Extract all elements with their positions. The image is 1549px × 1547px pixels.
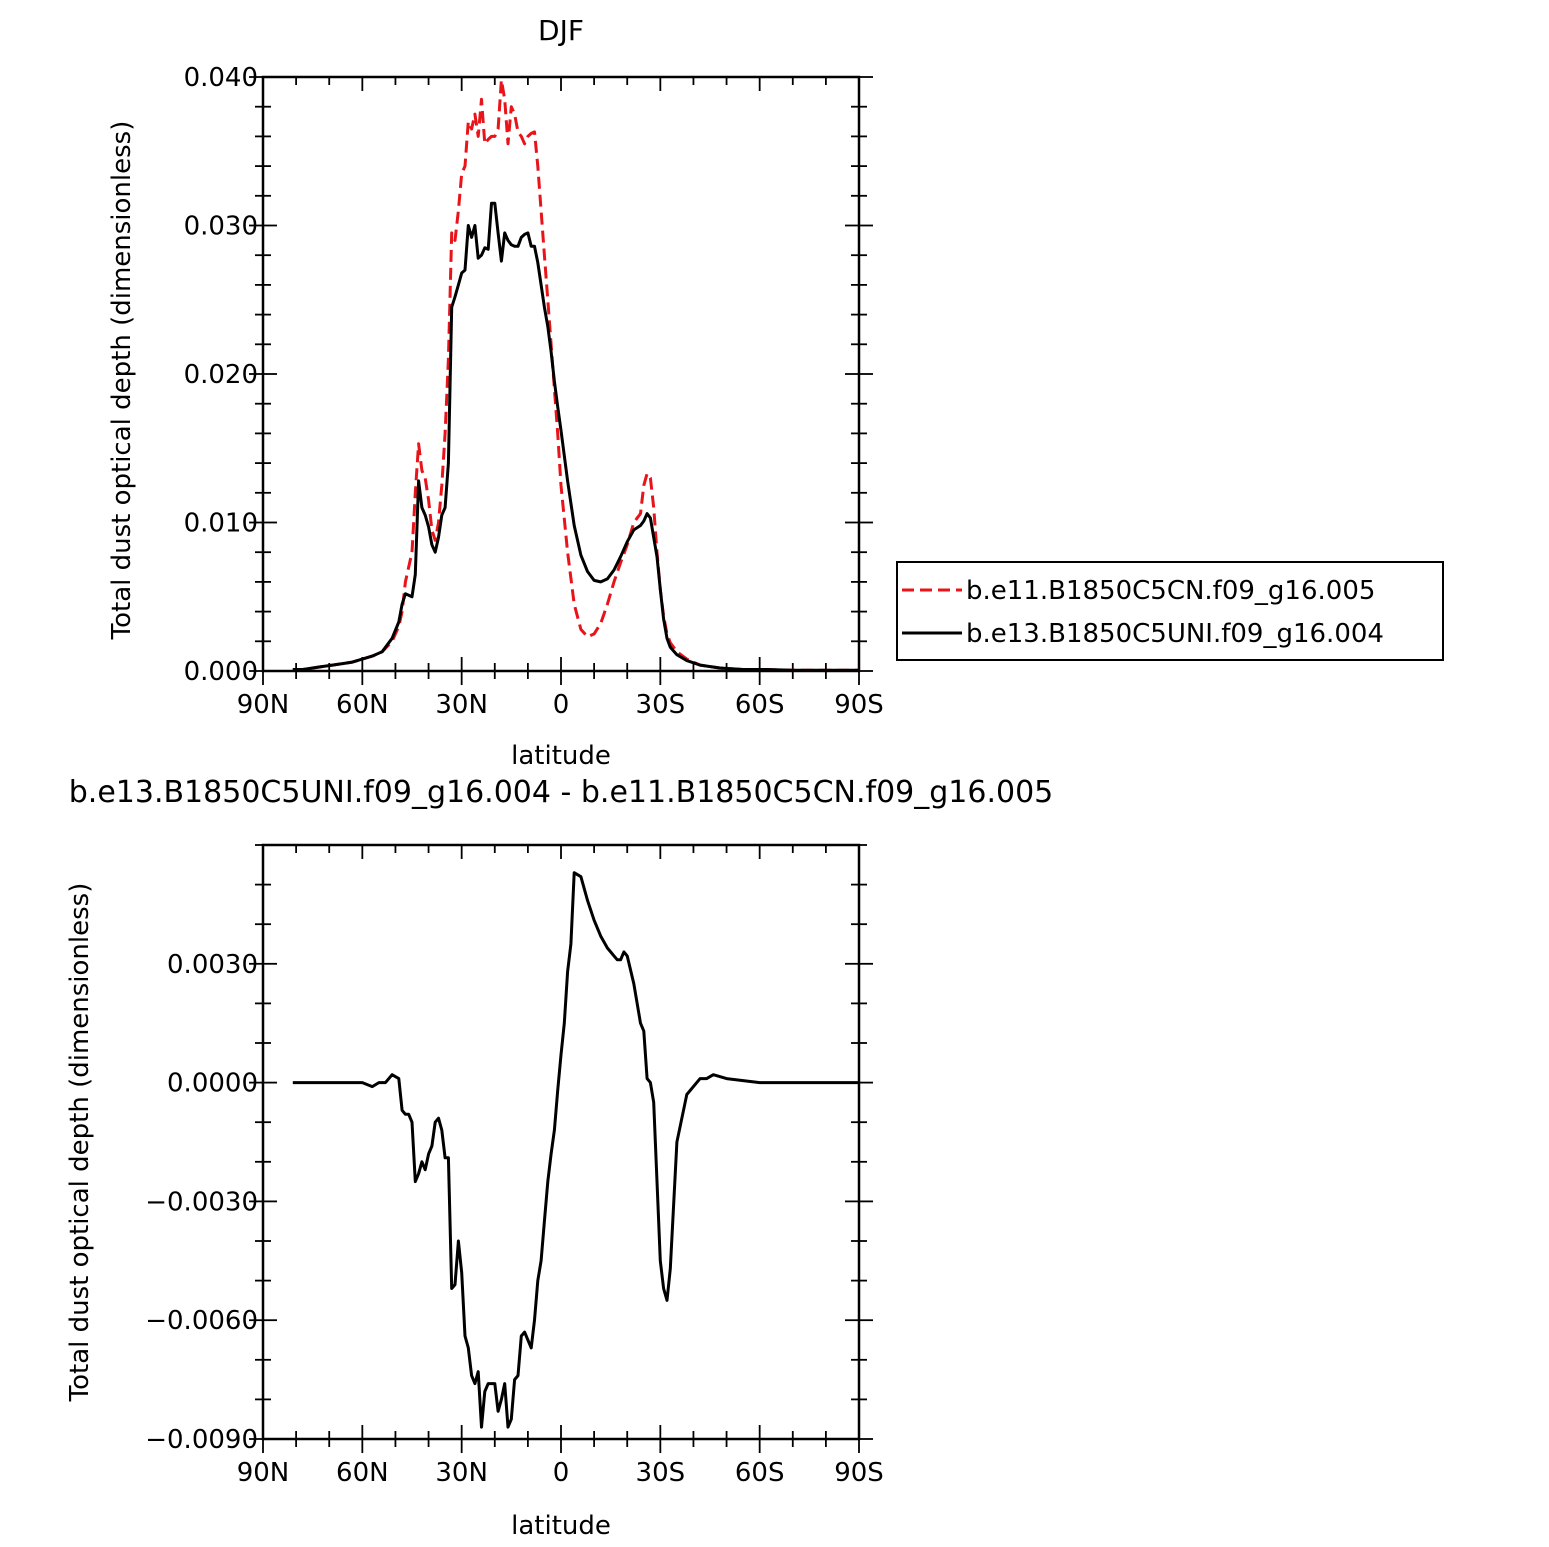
bottom-x-tick-label: 0 <box>553 1458 570 1488</box>
bottom-y-tick-label: −0.0060 <box>145 1306 258 1336</box>
top-plot-frame <box>261 75 861 673</box>
bottom-plot-frame <box>261 843 861 1441</box>
legend-entry-series2: b.e13.B1850C5UNI.f09_g16.004 <box>966 619 1384 649</box>
top-y-axis-label: Total dust optical depth (dimensionless) <box>107 121 137 641</box>
top-x-tick-label: 90S <box>834 690 884 720</box>
bottom-x-tick-label: 30N <box>435 1458 488 1488</box>
top-x-tick-label: 0 <box>553 690 570 720</box>
top-x-axis-label: latitude <box>511 741 611 771</box>
bottom-x-tick-label: 60S <box>735 1458 785 1488</box>
top-y-tick-label: 0.000 <box>184 657 258 687</box>
top-series-line-1 <box>292 78 859 672</box>
bottom-y-tick-label: 0.0000 <box>167 1069 258 1099</box>
legend: b.e11.B1850C5CN.f09_g16.005 b.e13.B1850C… <box>896 561 1444 661</box>
bottom-panel: b.e13.B1850C5UNI.f09_g16.004 - b.e11.B18… <box>65 775 1053 1541</box>
top-y-tick-label: 0.040 <box>184 63 258 93</box>
legend-entry-series1: b.e11.B1850C5CN.f09_g16.005 <box>966 576 1375 606</box>
top-series-line-2 <box>292 201 859 672</box>
bottom-y-tick-label: 0.0030 <box>167 950 258 980</box>
top-y-tick-label: 0.020 <box>184 360 258 390</box>
bottom-y-axis-label: Total dust optical depth (dimensionless) <box>65 883 95 1403</box>
bottom-series-line-1 <box>292 871 859 1429</box>
top-x-tick-label: 60N <box>336 690 389 720</box>
bottom-x-tick-label: 90S <box>834 1458 884 1488</box>
top-series <box>292 78 859 672</box>
bottom-y-tick-label: −0.0030 <box>145 1187 258 1217</box>
top-axes: 90N 60N 30N 0 30S 60S 90S 0.000 0.010 0.020 0.030 0… <box>184 63 884 720</box>
bottom-series <box>292 871 859 1429</box>
legend-box <box>896 561 1444 661</box>
bottom-x-tick-label: 60N <box>336 1458 389 1488</box>
top-x-tick-label: 90N <box>237 690 290 720</box>
bottom-x-tick-label: 90N <box>237 1458 290 1488</box>
top-y-tick-label: 0.030 <box>184 212 258 242</box>
bottom-chart-title: b.e13.B1850C5UNI.f09_g16.004 - b.e11.B18… <box>69 775 1054 810</box>
bottom-axes: 90N 60N 30N 0 30S 60S 90S −0.0090 −0.0060 −0.0030… <box>145 844 884 1488</box>
top-panel: DJF 90N 60N 30N 0 30S 60S 90S 0.000 0.010 0.020 0.… <box>107 14 1444 771</box>
top-x-tick-label: 30N <box>435 690 488 720</box>
bottom-x-tick-label: 30S <box>636 1458 686 1488</box>
bottom-y-tick-label: −0.0090 <box>145 1425 258 1455</box>
top-x-tick-label: 60S <box>735 690 785 720</box>
bottom-x-axis-label: latitude <box>511 1511 611 1541</box>
top-x-tick-label: 30S <box>636 690 686 720</box>
top-y-tick-label: 0.010 <box>184 509 258 539</box>
top-chart-title: DJF <box>538 14 584 47</box>
